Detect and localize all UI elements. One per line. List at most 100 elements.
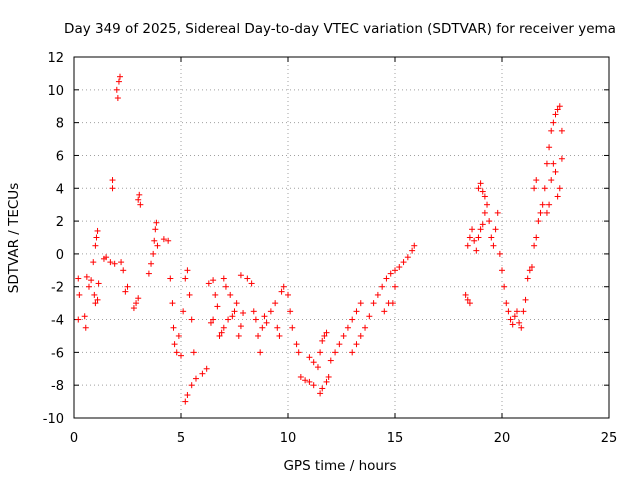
data-point bbox=[336, 341, 343, 348]
data-point bbox=[490, 242, 497, 249]
data-point bbox=[325, 373, 332, 380]
y-tick-label: -8 bbox=[51, 379, 64, 394]
data-point bbox=[327, 357, 334, 364]
data-point bbox=[210, 277, 217, 284]
data-point bbox=[552, 111, 559, 118]
data-point bbox=[349, 349, 356, 356]
data-point bbox=[186, 291, 193, 298]
data-point bbox=[464, 296, 471, 303]
grid bbox=[74, 57, 609, 418]
data-point bbox=[111, 260, 118, 267]
data-point bbox=[222, 283, 229, 290]
data-point bbox=[349, 316, 356, 323]
data-point bbox=[136, 191, 143, 198]
data-point bbox=[496, 250, 503, 257]
data-point bbox=[357, 332, 364, 339]
data-point bbox=[556, 103, 563, 110]
data-point bbox=[261, 313, 268, 320]
data-point bbox=[518, 324, 525, 331]
data-point bbox=[486, 218, 493, 225]
y-tick-label: -2 bbox=[51, 281, 64, 296]
data-point bbox=[107, 259, 114, 266]
data-point bbox=[151, 237, 158, 244]
data-point bbox=[278, 288, 285, 295]
y-tick-label: -10 bbox=[43, 412, 64, 427]
data-point bbox=[280, 283, 287, 290]
data-point bbox=[374, 291, 381, 298]
data-point bbox=[90, 259, 97, 266]
data-point bbox=[546, 144, 553, 151]
data-point bbox=[383, 275, 390, 282]
data-point bbox=[92, 242, 99, 249]
data-point bbox=[165, 237, 172, 244]
data-point bbox=[541, 185, 548, 192]
y-tick-label: 0 bbox=[56, 248, 64, 263]
data-point bbox=[471, 237, 478, 244]
chart-title: Day 349 of 2025, Sidereal Day-to-day VTE… bbox=[64, 21, 616, 37]
data-point bbox=[82, 324, 89, 331]
data-point bbox=[263, 319, 270, 326]
data-point bbox=[475, 234, 482, 241]
x-tick-label: 0 bbox=[70, 431, 78, 446]
data-point bbox=[182, 275, 189, 282]
data-point bbox=[306, 378, 313, 385]
data-point bbox=[332, 349, 339, 356]
data-point bbox=[558, 127, 565, 134]
data-point bbox=[464, 242, 471, 249]
data-point bbox=[295, 349, 302, 356]
data-point bbox=[188, 382, 195, 389]
data-point bbox=[366, 313, 373, 320]
data-point bbox=[362, 324, 369, 331]
data-point bbox=[171, 341, 178, 348]
y-tick-label: 12 bbox=[47, 51, 64, 66]
data-point bbox=[344, 324, 351, 331]
data-point bbox=[175, 332, 182, 339]
y-tick-label: 10 bbox=[47, 84, 64, 99]
data-point bbox=[88, 277, 95, 284]
data-point bbox=[389, 300, 396, 307]
data-point bbox=[479, 221, 486, 228]
data-point bbox=[81, 313, 88, 320]
data-point bbox=[548, 127, 555, 134]
x-tick-label: 15 bbox=[387, 431, 404, 446]
data-point bbox=[302, 377, 309, 384]
data-point bbox=[75, 316, 82, 323]
data-point bbox=[287, 308, 294, 315]
data-point bbox=[475, 185, 482, 192]
data-point bbox=[531, 242, 538, 249]
data-point bbox=[404, 254, 411, 261]
data-point bbox=[499, 267, 505, 274]
data-point bbox=[91, 291, 98, 298]
data-point bbox=[114, 95, 121, 102]
data-point bbox=[554, 193, 561, 200]
data-point bbox=[473, 247, 480, 254]
data-point bbox=[135, 196, 142, 203]
data-point bbox=[153, 219, 160, 226]
data-point bbox=[543, 160, 550, 167]
data-point bbox=[539, 201, 546, 208]
data-point bbox=[543, 209, 550, 216]
data-point bbox=[558, 155, 565, 162]
data-point bbox=[115, 78, 122, 85]
data-point bbox=[272, 300, 279, 307]
data-point bbox=[466, 300, 473, 307]
data-point bbox=[250, 308, 257, 315]
y-tick-label: -4 bbox=[51, 314, 64, 329]
data-point bbox=[293, 341, 300, 348]
data-point bbox=[259, 324, 266, 331]
data-point bbox=[357, 300, 364, 307]
x-tick-label: 10 bbox=[280, 431, 297, 446]
data-point bbox=[503, 300, 510, 307]
data-point bbox=[550, 160, 557, 167]
axis-ticks: 0 5 10 15 20 25 -10 -8 -6 -4 -2 0 2 4 6 8 10 12 bbox=[43, 51, 618, 446]
data-point bbox=[170, 324, 177, 331]
data-point bbox=[381, 308, 388, 315]
data-point bbox=[411, 242, 418, 249]
data-point bbox=[492, 226, 499, 233]
data-point bbox=[150, 250, 157, 257]
data-point bbox=[317, 349, 324, 356]
data-point bbox=[229, 313, 236, 320]
data-point bbox=[501, 283, 508, 290]
data-point bbox=[319, 385, 326, 392]
